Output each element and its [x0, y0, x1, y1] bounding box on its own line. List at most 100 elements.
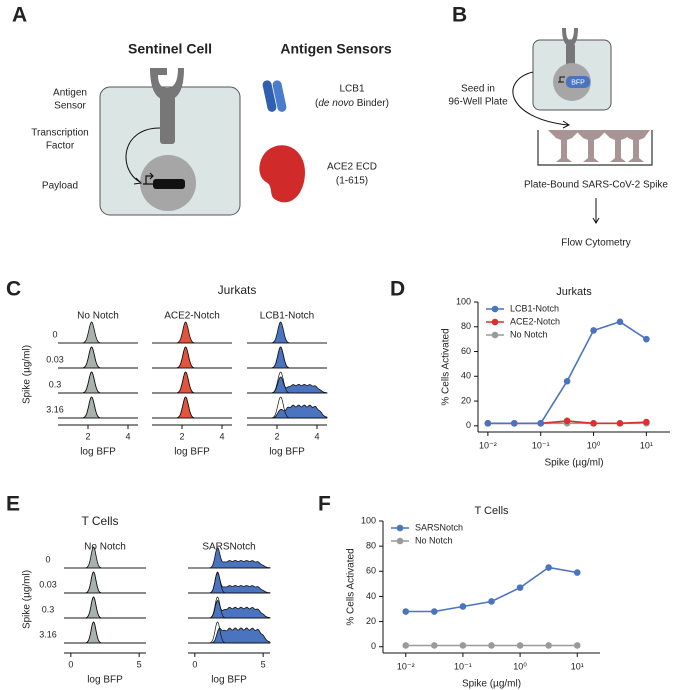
panel-title: T Cells — [81, 514, 118, 528]
y-tick-label: 40 — [366, 591, 376, 601]
y-tick-label: 60 — [461, 346, 471, 356]
point — [459, 642, 467, 649]
histogram — [58, 346, 138, 369]
point — [616, 318, 624, 326]
x-tick-label: 10⁻² — [397, 661, 415, 671]
y-axis-label: % Cells Activated — [346, 548, 357, 625]
x-tick-label: 10⁰ — [587, 440, 601, 450]
chart-title: T Cells — [474, 505, 509, 517]
bfp-gene — [566, 76, 590, 88]
y-tick-label: 80 — [366, 541, 376, 551]
axis-label: log BFP — [80, 447, 116, 458]
legend-marker — [396, 537, 404, 545]
transcription-factor — [160, 96, 175, 144]
panel-label: F — [318, 493, 331, 516]
panel-b: BFP Seed in 96-Well Plate Plate-Bound SA… — [448, 28, 668, 249]
annotation: Payload — [42, 181, 78, 192]
heading: Antigen Sensors — [280, 41, 391, 57]
point — [573, 569, 581, 576]
point — [590, 420, 597, 427]
annotation: Sensor — [54, 101, 86, 112]
x-axis-label: Spike (µg/ml) — [544, 458, 603, 469]
series-line — [405, 566, 578, 613]
x-tick-label: 2 — [179, 431, 184, 441]
reference-histogram — [152, 346, 232, 369]
point — [510, 420, 518, 427]
row-label: 0 — [45, 554, 50, 564]
column-title: LCB1-Notch — [260, 311, 314, 322]
promoter — [558, 76, 565, 83]
panel-c: Jurkats Spike (µg/ml) 0 0.03 0.3 3.16 No Notch… — [22, 283, 328, 458]
legend-label: ACE2-Notch — [510, 316, 560, 326]
x-tick-label: 4 — [314, 431, 319, 441]
legend-marker — [491, 318, 499, 326]
histogram — [64, 596, 146, 619]
arrowhead — [133, 177, 143, 185]
line-charts: Jurkats 0 20 40 60 80 100 10⁻² 10⁻¹ 10⁰ 10¹ Spike (… — [346, 286, 670, 690]
row-label: 3.16 — [39, 629, 57, 639]
point — [537, 420, 545, 427]
point — [402, 608, 410, 615]
reference-histogram — [64, 621, 146, 644]
x-tick-label: 10¹ — [640, 440, 653, 450]
y-tick-label: 80 — [461, 321, 471, 331]
lcb1-icon — [272, 80, 287, 112]
point — [573, 642, 581, 649]
axis-label: Spike (µg/ml) — [22, 570, 33, 629]
axis-label: log BFP — [211, 675, 247, 686]
histogram — [247, 376, 328, 394]
histogram — [152, 396, 232, 419]
histogram — [64, 571, 146, 594]
well-plate — [537, 130, 653, 166]
legend-marker — [491, 331, 499, 339]
annotation: Factor — [46, 141, 75, 152]
reference-histogram — [152, 371, 232, 394]
legend-label: No Notch — [415, 535, 453, 545]
sensor-note: (de novo Binder) — [315, 98, 389, 109]
panel-label: B — [452, 4, 467, 27]
point — [545, 564, 552, 571]
point — [431, 642, 438, 649]
annotation: Antigen — [53, 88, 87, 99]
arrow — [125, 127, 161, 183]
histogram — [152, 321, 232, 344]
histogram — [152, 346, 232, 369]
ace2-icon — [259, 145, 305, 203]
axis-label: Spike (µg/ml) — [22, 345, 33, 404]
x-tick-label: 0 — [192, 659, 197, 669]
reference-histogram — [64, 571, 146, 594]
point — [590, 327, 597, 334]
row-label: 0.03 — [46, 354, 64, 364]
point — [488, 598, 495, 605]
legend-label: SARSNotch — [415, 522, 463, 532]
panel-label: E — [6, 493, 20, 516]
promoter — [143, 172, 154, 185]
reference-histogram — [58, 346, 138, 369]
step: Plate-Bound SARS-CoV-2 Spike — [524, 180, 668, 191]
row-label: 0.03 — [39, 579, 57, 589]
x-tick-label: 0 — [68, 659, 73, 669]
histogram — [64, 621, 146, 644]
legend-label: No Notch — [510, 329, 548, 339]
x-tick-label: 4 — [125, 431, 130, 441]
payload-gene — [153, 179, 185, 189]
x-tick-label: 10⁻¹ — [454, 661, 472, 671]
antigen-sensor — [150, 68, 184, 100]
x-tick-label: 2 — [274, 431, 279, 441]
x-tick-label: 10¹ — [571, 661, 584, 671]
annotation: Transcription — [31, 128, 88, 139]
y-axis-label: % Cells Activated — [441, 328, 452, 405]
panel-e: T Cells Spike (µg/ml) 0 0.03 0.3 3.16 No Notch… — [22, 514, 271, 686]
point — [431, 608, 438, 615]
reporter: BFP — [571, 79, 585, 86]
point — [545, 642, 552, 649]
histogram — [58, 371, 138, 394]
step: Seed in — [461, 84, 495, 95]
arrow — [592, 198, 600, 224]
x-axis-label: Spike (µg/ml) — [462, 679, 521, 690]
point — [459, 603, 467, 610]
point — [402, 642, 410, 649]
legend-label: LCB1-Notch — [510, 303, 559, 313]
arrow — [512, 71, 569, 126]
